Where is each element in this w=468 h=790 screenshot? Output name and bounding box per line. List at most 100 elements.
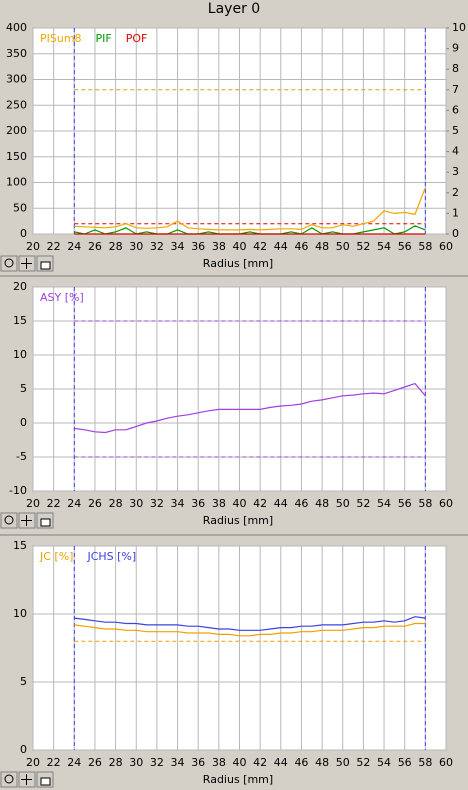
legend-entry: PIF [96, 32, 112, 45]
x-tick-label: 30 [129, 497, 143, 510]
hand-icon [40, 518, 51, 527]
move-icon [21, 515, 32, 526]
x-tick-label: 22 [47, 240, 61, 253]
x-tick-label: 40 [233, 497, 247, 510]
y-tick-label: 50 [13, 201, 27, 214]
legend-entry: JCHS [%] [86, 550, 136, 563]
toolbar-button[interactable] [0, 771, 18, 788]
y-tick-label: 0 [20, 416, 27, 429]
x-tick-label: 36 [191, 497, 205, 510]
y2-tick-label: 6 [452, 103, 459, 116]
zoom-icon [4, 774, 14, 784]
x-tick-label: 54 [377, 756, 391, 769]
y2-tick-label: 2 [452, 186, 459, 199]
y2-tick-label: 4 [452, 145, 459, 158]
y-tick-label: -5 [16, 450, 27, 463]
move-icon [21, 258, 32, 269]
x-tick-label: 46 [294, 497, 308, 510]
y2-tick-label: 5 [452, 124, 459, 137]
legend-entry: ASY [%] [40, 291, 84, 304]
x-tick-label: 32 [150, 497, 164, 510]
x-tick-label: 56 [398, 497, 412, 510]
x-tick-label: 34 [171, 240, 185, 253]
x-tick-label: 58 [418, 756, 432, 769]
y-tick-label: 10 [13, 348, 27, 361]
y2-tick-label: 3 [452, 165, 459, 178]
x-tick-label: 60 [439, 497, 453, 510]
x-tick-label: 48 [315, 497, 329, 510]
y2-tick-label: 7 [452, 83, 459, 96]
x-tick-label: 38 [212, 240, 226, 253]
x-tick-label: 44 [274, 240, 288, 253]
x-tick-label: 38 [212, 497, 226, 510]
x-axis-label: Radius [mm] [203, 514, 273, 527]
x-tick-label: 24 [67, 756, 81, 769]
x-tick-label: 56 [398, 240, 412, 253]
x-tick-label: 50 [336, 240, 350, 253]
x-tick-label: 60 [439, 240, 453, 253]
x-tick-label: 32 [150, 240, 164, 253]
x-tick-label: 28 [109, 497, 123, 510]
x-axis-label: Radius [mm] [203, 257, 273, 270]
x-tick-label: 42 [253, 240, 267, 253]
x-tick-label: 46 [294, 756, 308, 769]
chart-title: Layer 0 [208, 1, 260, 17]
x-tick-label: 48 [315, 756, 329, 769]
y-tick-label: 150 [6, 150, 27, 163]
hand-icon [40, 261, 51, 270]
x-tick-label: 42 [253, 756, 267, 769]
legend-entry: PISum8 [40, 32, 82, 45]
y-tick-label: 0 [20, 227, 27, 240]
x-tick-label: 30 [129, 240, 143, 253]
series-line [74, 382, 426, 434]
x-tick-label: 60 [439, 756, 453, 769]
toolbar-button[interactable] [0, 255, 18, 272]
x-tick-label: 34 [171, 497, 185, 510]
x-tick-label: 28 [109, 240, 123, 253]
series-line [74, 187, 426, 231]
x-tick-label: 22 [47, 756, 61, 769]
series-line [74, 616, 426, 631]
x-tick-label: 20 [26, 240, 40, 253]
x-tick-label: 26 [88, 497, 102, 510]
x-tick-label: 46 [294, 240, 308, 253]
y-tick-label: 15 [13, 539, 27, 552]
x-tick-label: 26 [88, 240, 102, 253]
x-tick-label: 36 [191, 756, 205, 769]
x-tick-label: 36 [191, 240, 205, 253]
x-tick-label: 58 [418, 240, 432, 253]
y-tick-label: 100 [6, 176, 27, 189]
y-tick-label: 400 [6, 21, 27, 34]
x-tick-label: 52 [356, 240, 370, 253]
y-tick-label: 5 [20, 382, 27, 395]
zoom-icon [4, 258, 14, 268]
toolbar-button[interactable] [0, 512, 18, 529]
x-tick-label: 50 [336, 756, 350, 769]
x-tick-label: 24 [67, 240, 81, 253]
y2-tick-label: 10 [452, 21, 466, 34]
x-tick-label: 20 [26, 756, 40, 769]
x-tick-label: 56 [398, 756, 412, 769]
x-tick-label: 52 [356, 756, 370, 769]
x-tick-label: 50 [336, 497, 350, 510]
y-tick-label: 0 [20, 743, 27, 756]
x-tick-label: 30 [129, 756, 143, 769]
y-tick-label: 15 [13, 314, 27, 327]
y-tick-label: 10 [13, 607, 27, 620]
y-tick-label: -10 [9, 484, 27, 497]
x-tick-label: 44 [274, 497, 288, 510]
legend-entry: JC [%] [39, 550, 73, 563]
hand-icon [40, 777, 51, 786]
y-tick-label: 5 [20, 675, 27, 688]
series-line [74, 225, 426, 235]
x-tick-label: 24 [67, 497, 81, 510]
x-tick-label: 42 [253, 497, 267, 510]
y2-tick-label: 0 [452, 227, 459, 240]
x-tick-label: 34 [171, 756, 185, 769]
x-tick-label: 52 [356, 497, 370, 510]
series-line [74, 622, 426, 637]
legend-entry: POF [126, 32, 148, 45]
y2-tick-label: 9 [452, 42, 459, 55]
y-tick-label: 250 [6, 98, 27, 111]
x-tick-label: 38 [212, 756, 226, 769]
